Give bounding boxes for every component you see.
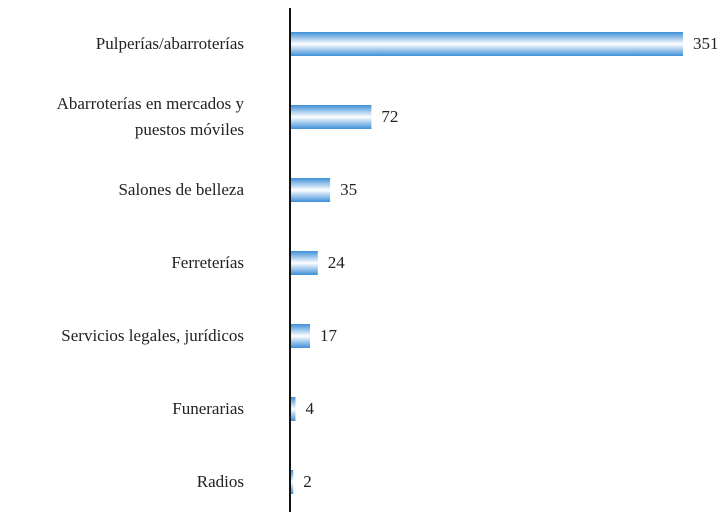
- category-label: Servicios legales, jurídicos: [61, 326, 244, 345]
- value-label: 4: [305, 399, 314, 418]
- category-label: Ferreterías: [171, 253, 244, 272]
- bar: [291, 32, 683, 56]
- category-label: Abarroterías en mercados y puestos móvil…: [56, 94, 244, 139]
- category-label: Radios: [196, 472, 244, 491]
- bar: [291, 178, 331, 202]
- value-label: 351: [693, 34, 719, 53]
- category-label: Salones de belleza: [118, 180, 244, 199]
- bar: [291, 397, 296, 421]
- bar: [291, 105, 372, 129]
- category-label: Pulperías/abarroterías: [95, 34, 244, 53]
- value-label: 17: [319, 326, 337, 345]
- value-label: 2: [303, 472, 312, 491]
- value-label: 35: [340, 180, 358, 199]
- category-label: Funerarias: [172, 399, 244, 418]
- bar: [291, 470, 294, 494]
- bar: [291, 251, 318, 275]
- bar: [291, 324, 310, 348]
- value-label: 24: [327, 253, 345, 272]
- value-label: 72: [381, 107, 399, 126]
